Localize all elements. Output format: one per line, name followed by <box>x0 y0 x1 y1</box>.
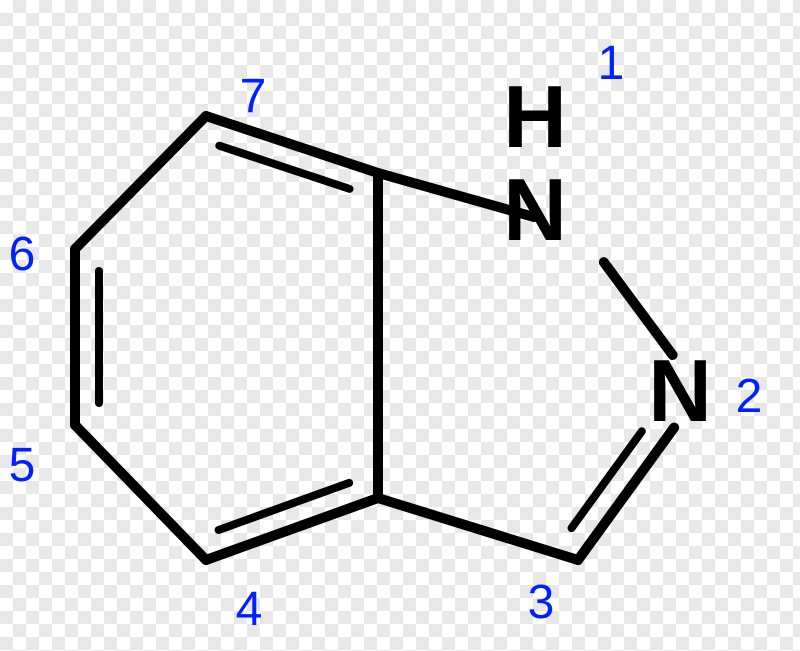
locant-label: 6 <box>9 228 36 281</box>
atom-label: N <box>503 160 567 259</box>
atom-label-layer: HNN <box>503 67 712 440</box>
indazole-structure: HNN 1234567 <box>0 0 800 651</box>
locant-label: 5 <box>9 439 36 492</box>
locant-layer: 1 2 3 4 5 6 7 <box>9 37 763 636</box>
locant-label: 2 <box>736 370 763 423</box>
bond-layer <box>75 116 674 560</box>
locant-label: 1 <box>598 37 625 90</box>
locant-label: 7 <box>240 70 267 123</box>
atom-label: N <box>648 341 712 440</box>
atom-label: H <box>503 67 567 166</box>
locant-label: 3 <box>528 576 555 629</box>
locant-label: 4 <box>236 583 263 636</box>
